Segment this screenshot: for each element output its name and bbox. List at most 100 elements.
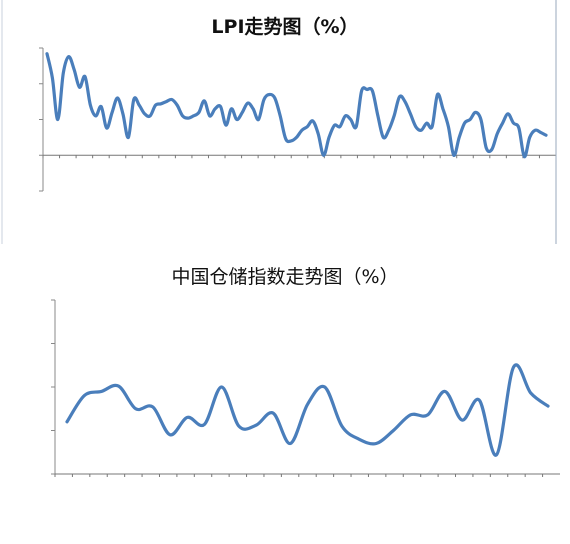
data-point <box>271 411 275 415</box>
data-point <box>495 132 499 135</box>
data-point <box>219 105 222 108</box>
data-point <box>452 154 455 157</box>
data-point <box>371 89 374 93</box>
data-point <box>344 114 347 118</box>
storage-index-chart-panel: 中国仓储指数走势图（%） <box>0 252 570 544</box>
data-point <box>426 413 429 417</box>
data-point <box>241 111 244 114</box>
series-line <box>65 363 550 457</box>
data-point <box>392 429 395 432</box>
lpi-chart-panel: LPI走势图（%） <box>0 0 570 244</box>
data-point <box>186 416 189 419</box>
data-point <box>94 114 98 118</box>
data-point <box>300 129 304 132</box>
data-point <box>262 98 266 101</box>
data-point <box>458 136 461 139</box>
data-point <box>154 104 157 107</box>
data-point <box>117 384 120 388</box>
data-point <box>230 107 233 110</box>
data-point <box>165 100 168 103</box>
data-point <box>495 453 498 457</box>
data-point <box>295 136 298 139</box>
data-point <box>523 155 526 158</box>
data-point <box>409 112 412 115</box>
data-point <box>257 118 260 121</box>
data-point <box>506 112 510 115</box>
data-point <box>501 121 504 125</box>
data-point <box>100 390 103 393</box>
data-point <box>83 75 87 78</box>
data-point <box>62 71 65 75</box>
data-point <box>546 404 550 408</box>
data-point <box>82 394 86 397</box>
data-point <box>105 126 108 130</box>
data-point <box>67 55 70 58</box>
data-point <box>387 129 390 132</box>
data-point <box>463 121 466 125</box>
data-point <box>289 442 292 445</box>
data-point <box>121 112 125 115</box>
storage-index-chart <box>51 299 560 477</box>
data-point <box>224 124 228 127</box>
data-point <box>409 413 412 417</box>
data-point <box>268 93 271 96</box>
data-point <box>316 132 320 135</box>
data-point <box>148 114 152 118</box>
data-point <box>51 76 54 80</box>
data-point <box>311 119 314 123</box>
data-point <box>338 125 342 128</box>
data-point <box>138 104 141 107</box>
data-point <box>170 98 173 101</box>
data-point <box>151 405 155 409</box>
data-point <box>479 118 483 121</box>
data-point <box>289 139 293 143</box>
data-point <box>376 114 380 118</box>
data-point <box>340 424 344 428</box>
data-point <box>237 424 240 428</box>
lpi-chart-title: LPI走势图（%） <box>211 16 359 38</box>
data-point <box>181 114 184 118</box>
data-point <box>468 118 472 121</box>
data-point <box>512 121 515 125</box>
data-point <box>213 107 217 110</box>
storage-index-chart-title: 中国仓储指数走势图（%） <box>171 266 399 288</box>
data-point <box>414 125 418 128</box>
data-point <box>425 121 428 125</box>
data-point <box>354 125 358 128</box>
data-point <box>254 424 258 427</box>
data-point <box>512 365 515 369</box>
data-point <box>533 129 537 132</box>
data-point <box>72 68 76 71</box>
data-point <box>220 385 223 389</box>
data-point <box>273 96 277 100</box>
data-point <box>474 111 477 114</box>
data-point <box>235 118 239 121</box>
data-point <box>403 100 407 103</box>
data-point <box>327 136 331 139</box>
data-point <box>485 146 488 150</box>
data-point <box>441 107 445 110</box>
data-point <box>478 398 481 402</box>
data-point <box>143 112 146 115</box>
data-point <box>78 86 81 89</box>
data-point <box>110 111 114 114</box>
data-point <box>517 126 521 130</box>
data-point <box>430 125 434 128</box>
data-point <box>203 423 206 426</box>
data-point <box>134 407 137 410</box>
data-point <box>333 124 336 127</box>
data-point <box>420 129 423 132</box>
data-point <box>284 137 287 141</box>
data-point <box>65 420 69 423</box>
data-point <box>436 93 439 96</box>
data-point <box>460 418 464 422</box>
data-point <box>349 118 352 121</box>
data-point <box>539 131 542 134</box>
data-point <box>306 403 309 406</box>
data-point <box>116 96 119 100</box>
data-point <box>192 114 195 118</box>
data-point <box>360 89 363 93</box>
data-point <box>443 390 447 393</box>
data-point <box>528 136 531 139</box>
data-point <box>203 99 206 103</box>
